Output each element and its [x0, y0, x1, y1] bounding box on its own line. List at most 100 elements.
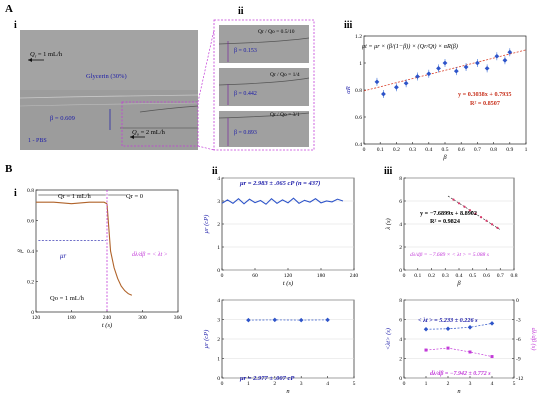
pbs-label: 1 - PBS — [28, 138, 47, 144]
x-tick-label: 120 — [284, 273, 293, 279]
data-point — [415, 74, 420, 79]
fit-eq-b-iii: y = −7.6899x + 8.8902 — [420, 210, 477, 217]
data-point — [485, 220, 487, 222]
y-tick-label: 4 — [399, 337, 402, 343]
data-point — [475, 61, 480, 66]
data-point — [404, 81, 409, 86]
lambda-annotation: < λt > = 5.233 ± 0.226 s — [418, 317, 478, 324]
y-tick-label: 1 — [217, 245, 220, 251]
fit-r2-a-iii: R² = 0.8507 — [470, 100, 500, 107]
x-tick-label: 0.4 — [456, 273, 463, 279]
data-point — [485, 66, 490, 71]
equation-a-iii: μt = μr × (β/(1−β)) × (Qr/Qt) × αR(β) — [362, 43, 458, 50]
fit-r2-b-iii: R² = 0.9824 — [430, 218, 460, 225]
ratio-2: Qr / Qo = 1/4 — [270, 72, 300, 78]
y2-tick-label: -6 — [516, 337, 521, 343]
data-point — [458, 202, 460, 204]
x-tick-label: 0.5 — [469, 273, 476, 279]
y-tick-label: 0 — [217, 376, 220, 382]
annotation-b-ii-bottom: μr = 2.977 ± .007 cP — [239, 375, 295, 382]
beta-2: β = 0.442 — [234, 91, 257, 97]
y-axis-label: <λt> (s) — [385, 328, 392, 350]
x-axis-label: n — [286, 388, 289, 395]
y-tick-label: 0.2 — [27, 280, 34, 286]
x-tick-label: 2 — [447, 381, 450, 387]
y-tick-label: 8 — [399, 176, 402, 182]
x-tick-label: 0.3 — [442, 273, 449, 279]
y-tick-label: 0.8 — [27, 188, 34, 194]
x-tick-label: 0.7 — [497, 273, 504, 279]
x-tick-label: 0.3 — [409, 147, 416, 153]
x-axis-label: t (s) — [102, 322, 112, 329]
beta-line-decay — [107, 204, 132, 296]
x-tick-label: 0.1 — [414, 273, 421, 279]
panel-a-i-label: i — [14, 20, 17, 31]
qr-zero-label: Qr = 0 — [126, 193, 143, 200]
data-point — [436, 66, 441, 71]
beta-3: β = 0.893 — [234, 130, 257, 136]
y-tick-label: 4 — [217, 298, 220, 304]
data-point — [452, 199, 454, 201]
x-tick-label: 300 — [138, 315, 147, 321]
y2-tick-label: -12 — [516, 376, 524, 382]
y-tick-label: 0.4 — [355, 142, 362, 148]
x-tick-label: 3 — [300, 381, 303, 387]
panel-a-i: i Qr = 1 mL/h Glycerin (30%) β = 0.609 1… — [14, 20, 214, 150]
y2-tick-label: -3 — [516, 318, 521, 324]
y-tick-label: 3 — [217, 199, 220, 205]
data-point — [494, 54, 499, 59]
fit-eq-a-iii: y = 0.3038x + 0.7935 — [458, 91, 511, 98]
slope-point — [491, 355, 494, 358]
data-point — [443, 61, 448, 66]
y-tick-label: 0.8 — [355, 88, 362, 94]
beta-line-steady — [36, 202, 107, 204]
y-tick-label: 0.4 — [27, 249, 34, 255]
x-tick-label: 0.5 — [442, 147, 449, 153]
data-point — [246, 318, 251, 323]
x-tick-label: 3 — [469, 381, 472, 387]
data-point — [480, 216, 482, 218]
y-tick-label: 2 — [399, 357, 402, 363]
y-axis-label: λ (s) — [385, 218, 392, 230]
data-point — [503, 58, 508, 63]
x-tick-label: 1 — [525, 147, 528, 153]
data-point — [381, 92, 386, 97]
panel-a-ii: ii Qr / Qo = 0.5/10 β = 0.153 Qr / Qo = … — [214, 6, 314, 150]
y-tick-label: 1 — [359, 61, 362, 67]
slope-point — [447, 347, 450, 350]
panel-b-label: B — [5, 163, 13, 175]
beta-1: β = 0.153 — [234, 48, 257, 54]
y-tick-label: 1.2 — [355, 34, 362, 40]
ratio-3: Qr / Qo = 3/1 — [270, 112, 300, 118]
x-tick-label: 0.2 — [428, 273, 435, 279]
x-tick-label: 180 — [67, 315, 76, 321]
slope-point — [469, 351, 472, 354]
x-tick-label: 4 — [326, 381, 329, 387]
data-point — [491, 223, 493, 225]
y-tick-label: 0 — [399, 376, 402, 382]
mu-r-label: μr — [60, 252, 67, 260]
x-tick-label: 0 — [221, 381, 224, 387]
x-tick-label: 0 — [403, 273, 406, 279]
x-tick-label: 0.1 — [377, 147, 384, 153]
lambda-point — [446, 326, 451, 331]
y-axis-label: β — [17, 249, 24, 254]
x-tick-label: 0.8 — [511, 273, 518, 279]
y-tick-label: 0.6 — [27, 219, 34, 225]
data-point — [375, 79, 380, 84]
panel-a-label: A — [5, 3, 13, 15]
x-tick-label: 180 — [317, 273, 326, 279]
panel-b-iii-label: iii — [384, 166, 393, 177]
data-point — [273, 318, 278, 323]
y-tick-label: 4 — [399, 222, 402, 228]
data-point — [426, 71, 431, 76]
lambda-point — [468, 325, 473, 330]
y-tick-label: 2 — [217, 337, 220, 343]
